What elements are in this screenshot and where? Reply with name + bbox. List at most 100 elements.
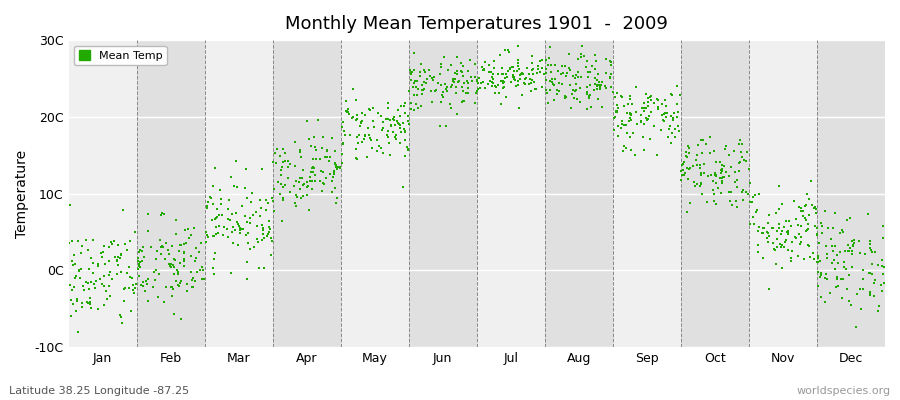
Point	[350, 116, 365, 122]
Point	[410, 86, 425, 92]
Point	[852, 286, 867, 293]
Point	[113, 251, 128, 258]
Point	[411, 104, 426, 111]
Point	[842, 298, 857, 304]
Point	[318, 154, 332, 160]
Point	[497, 79, 511, 86]
Point	[698, 141, 713, 147]
Point	[206, 201, 220, 207]
Point	[349, 117, 364, 123]
Point	[400, 113, 415, 119]
Point	[131, 255, 146, 261]
Bar	[749, 40, 817, 347]
Point	[484, 82, 499, 89]
Point	[391, 120, 405, 126]
Point	[281, 158, 295, 164]
Point	[582, 68, 597, 75]
Point	[224, 211, 238, 218]
Point	[117, 298, 131, 304]
Point	[177, 256, 192, 262]
Point	[838, 248, 852, 254]
Point	[472, 85, 487, 92]
Point	[811, 253, 825, 259]
Point	[90, 260, 104, 267]
Point	[539, 70, 554, 76]
Point	[292, 147, 307, 154]
Point	[761, 238, 776, 245]
Point	[766, 225, 780, 231]
Point	[590, 82, 604, 88]
Point	[468, 61, 482, 67]
Point	[756, 255, 770, 262]
Point	[779, 228, 794, 235]
Point	[662, 126, 677, 132]
Point	[639, 114, 653, 121]
Point	[302, 136, 317, 142]
Point	[450, 54, 464, 60]
Point	[560, 70, 574, 76]
Point	[616, 142, 631, 149]
Point	[794, 208, 808, 214]
Point	[821, 224, 835, 231]
Point	[528, 86, 543, 92]
Point	[439, 88, 454, 94]
Point	[591, 71, 606, 77]
Point	[187, 224, 202, 231]
Point	[454, 60, 468, 66]
Point	[525, 67, 539, 73]
Point	[363, 135, 377, 142]
Point	[580, 84, 594, 91]
Point	[719, 143, 733, 150]
Point	[810, 225, 824, 231]
Point	[877, 280, 891, 286]
Point	[624, 147, 638, 153]
Point	[381, 116, 395, 122]
Point	[619, 109, 634, 116]
Point	[804, 178, 818, 184]
Point	[604, 71, 618, 78]
Point	[321, 158, 336, 164]
Point	[122, 264, 136, 270]
Point	[256, 231, 270, 237]
Point	[814, 272, 828, 278]
Point	[98, 288, 112, 294]
Point	[144, 244, 158, 250]
Point	[115, 320, 130, 326]
Point	[636, 105, 651, 111]
Point	[762, 286, 777, 292]
Point	[212, 223, 226, 230]
Point	[500, 94, 514, 100]
Point	[469, 77, 483, 84]
Point	[454, 68, 469, 75]
Point	[828, 266, 842, 272]
Point	[325, 135, 339, 141]
Point	[625, 101, 639, 107]
Point	[455, 99, 470, 105]
Point	[595, 104, 609, 110]
Point	[697, 136, 711, 143]
Point	[681, 150, 696, 156]
Point	[800, 226, 814, 232]
Point	[625, 110, 639, 117]
Point	[75, 304, 89, 310]
Point	[288, 138, 302, 145]
Point	[335, 150, 349, 157]
Point	[862, 290, 877, 297]
Point	[486, 71, 500, 77]
Point	[788, 234, 803, 241]
Point	[363, 107, 377, 113]
Point	[621, 101, 635, 107]
Point	[847, 240, 861, 247]
Point	[716, 168, 730, 174]
Point	[300, 179, 314, 186]
Y-axis label: Temperature: Temperature	[15, 150, 29, 238]
Point	[407, 107, 421, 114]
Point	[592, 79, 607, 85]
Point	[341, 106, 356, 112]
Point	[392, 125, 407, 131]
Point	[594, 82, 608, 88]
Point	[147, 268, 161, 275]
Point	[305, 178, 320, 184]
Point	[238, 232, 253, 238]
Point	[730, 204, 744, 210]
